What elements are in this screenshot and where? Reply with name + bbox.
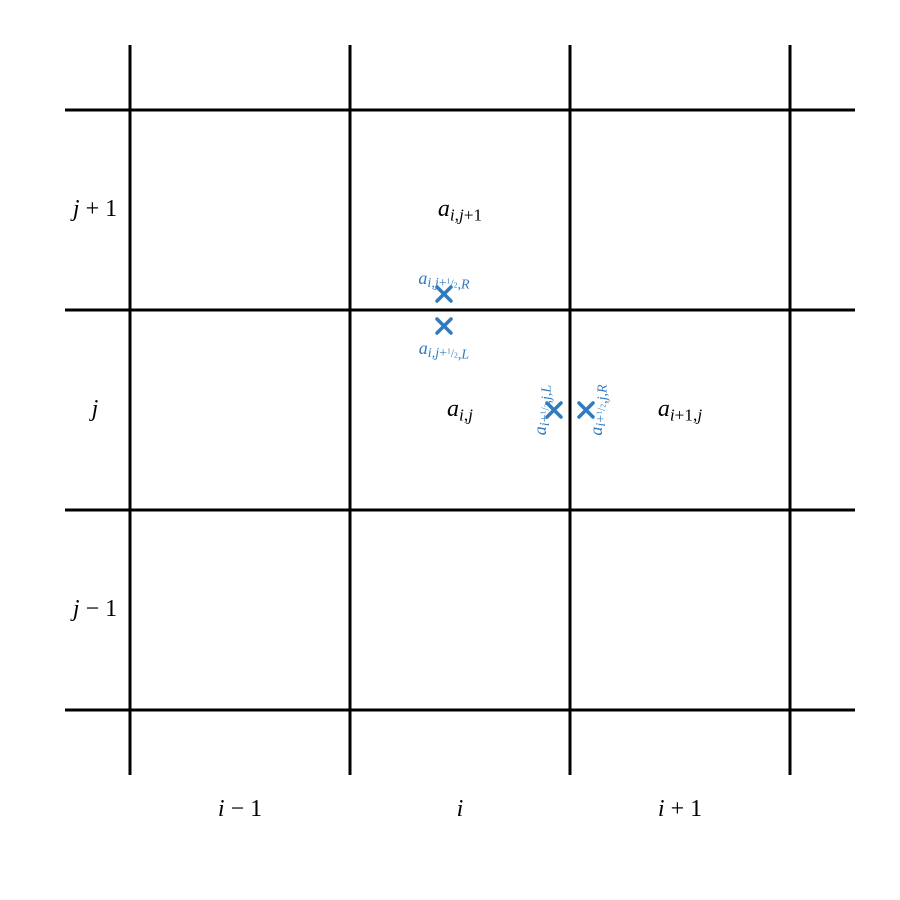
row-label: j − 1 [70,596,117,622]
col-label: i − 1 [218,796,262,822]
row-label: j + 1 [70,196,117,222]
col-label: i + 1 [658,796,702,822]
plot-background [0,0,900,900]
col-label: i [457,796,464,822]
